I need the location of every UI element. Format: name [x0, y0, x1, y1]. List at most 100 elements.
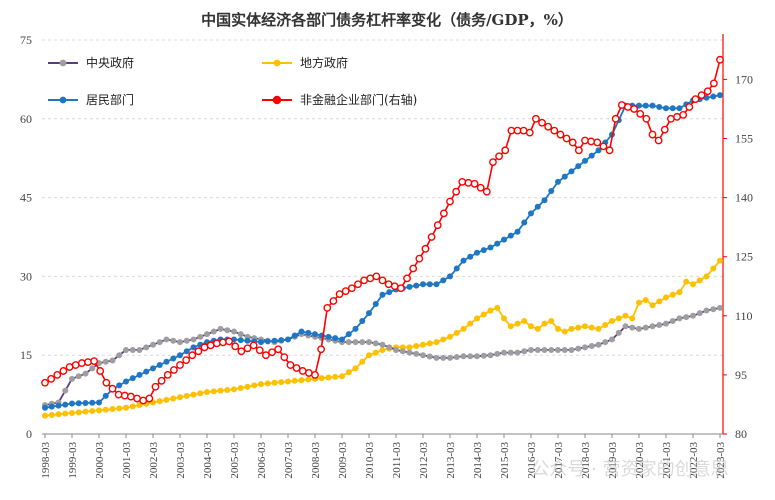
- data-point: [176, 361, 184, 369]
- data-point: [304, 369, 313, 377]
- data-point: [587, 137, 596, 146]
- data-point: [69, 409, 75, 416]
- data-point: [133, 394, 141, 403]
- data-point: [378, 276, 387, 285]
- data-point: [82, 408, 89, 415]
- data-point: [474, 353, 480, 360]
- x-tick-label: 2021-03: [661, 442, 673, 479]
- legend-label: 地方政府: [300, 55, 348, 70]
- data-point: [562, 134, 571, 143]
- data-point: [501, 349, 507, 356]
- data-point: [575, 163, 582, 170]
- series-layer: [41, 55, 724, 419]
- data-point: [298, 377, 305, 384]
- data-point: [268, 348, 276, 357]
- y2-tick-label: 140: [735, 191, 753, 205]
- data-point: [561, 328, 568, 335]
- x-tick-label: 2005-03: [229, 442, 241, 479]
- data-point: [237, 331, 244, 338]
- data-point: [622, 323, 629, 330]
- data-point: [311, 370, 319, 379]
- data-point: [150, 341, 156, 348]
- data-point: [47, 374, 56, 383]
- data-point: [534, 203, 541, 210]
- data-point: [669, 291, 676, 298]
- data-point: [102, 378, 111, 387]
- data-point: [710, 93, 717, 100]
- data-point: [372, 340, 379, 347]
- x-tick-label: 1998-03: [40, 442, 52, 479]
- data-point: [150, 365, 156, 372]
- data-point: [541, 320, 548, 327]
- data-point: [354, 280, 362, 289]
- data-point: [224, 327, 231, 334]
- data-point: [177, 394, 183, 401]
- y-tick-label: 75: [20, 33, 32, 47]
- data-point: [667, 114, 675, 123]
- data-point: [703, 307, 710, 314]
- data-point: [440, 354, 447, 361]
- legend-label: 非金融企业部门(右轴): [300, 92, 417, 107]
- data-point: [386, 344, 393, 351]
- data-point: [317, 345, 326, 354]
- data-point: [514, 228, 521, 235]
- data-point: [190, 336, 197, 343]
- data-point: [501, 146, 510, 155]
- data-point: [116, 382, 123, 389]
- data-point: [480, 247, 487, 254]
- data-point: [305, 376, 312, 383]
- data-point: [676, 289, 683, 296]
- data-point: [649, 323, 656, 330]
- data-point: [642, 102, 649, 109]
- data-point: [116, 405, 123, 412]
- data-point: [656, 298, 663, 305]
- data-point: [561, 346, 568, 353]
- x-tick-label: 2020-03: [634, 442, 646, 479]
- data-point: [487, 352, 494, 359]
- data-point: [663, 105, 669, 112]
- x-tick-label: 2022-03: [688, 442, 700, 479]
- x-tick-label: 2006-03: [256, 442, 268, 479]
- left-y-axis: 0 15 30 45 60 75: [20, 33, 32, 441]
- data-point: [654, 136, 663, 145]
- data-point: [262, 351, 270, 360]
- data-point: [642, 114, 651, 123]
- data-point: [595, 147, 602, 154]
- data-point: [129, 403, 136, 410]
- data-point: [237, 347, 246, 356]
- data-point: [642, 324, 649, 331]
- data-point: [341, 287, 350, 296]
- data-point: [413, 282, 420, 289]
- data-point: [593, 138, 602, 147]
- data-point: [433, 221, 442, 230]
- data-point: [595, 325, 602, 332]
- data-point: [548, 188, 555, 195]
- data-point: [379, 341, 386, 348]
- data-point: [59, 367, 68, 375]
- data-point: [447, 354, 453, 361]
- data-point: [460, 353, 467, 360]
- data-point: [323, 304, 332, 312]
- data-point: [219, 338, 227, 347]
- data-point: [75, 400, 82, 407]
- legend-label: 中央政府: [86, 55, 134, 70]
- data-point: [143, 344, 150, 351]
- data-point: [183, 337, 190, 344]
- data-point: [84, 358, 92, 366]
- data-point: [102, 392, 109, 399]
- data-point: [717, 92, 723, 99]
- data-point: [62, 401, 69, 408]
- data-point: [278, 379, 285, 386]
- watermark: 公众号 · 营资家的创意思: [531, 459, 728, 480]
- data-point: [556, 130, 565, 139]
- series-1: [42, 257, 723, 419]
- data-point: [453, 354, 460, 361]
- data-point: [194, 347, 203, 356]
- data-point: [446, 197, 454, 206]
- data-point: [440, 336, 447, 343]
- data-point: [264, 338, 271, 345]
- data-point: [683, 278, 690, 285]
- x-tick-label: 2008-03: [310, 442, 322, 479]
- data-point: [561, 173, 568, 180]
- data-point: [525, 128, 534, 137]
